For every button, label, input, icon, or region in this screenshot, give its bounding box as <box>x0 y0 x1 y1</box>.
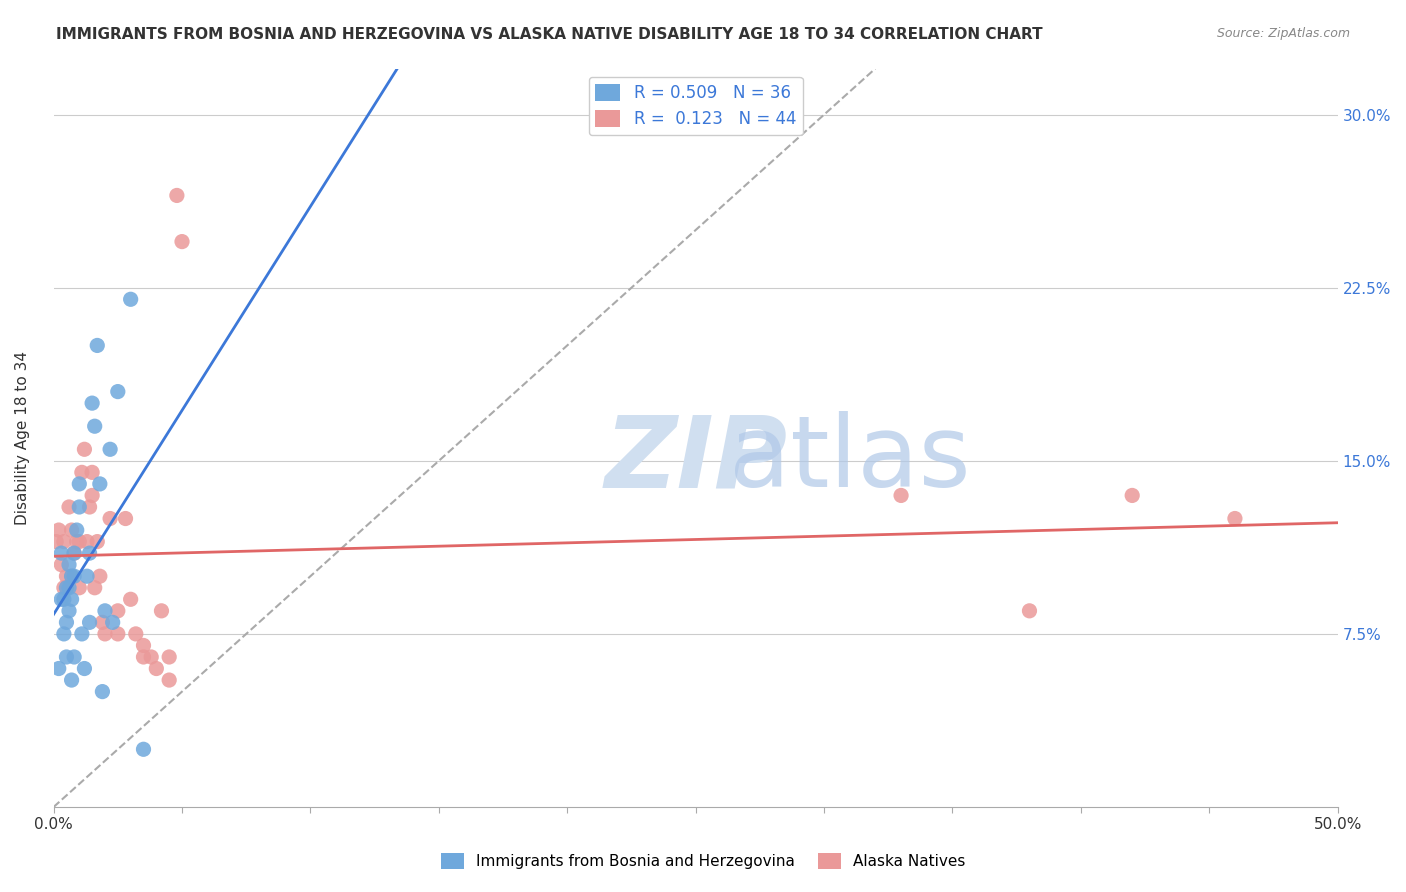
Point <box>60 592 83 607</box>
Legend: R = 0.509   N = 36, R =  0.123   N = 44: R = 0.509 N = 36, R = 0.123 N = 44 <box>589 77 803 135</box>
Point <box>51 592 73 607</box>
Point <box>1018 604 1040 618</box>
Point <box>60 569 83 583</box>
Point <box>132 742 155 756</box>
Point <box>98 511 121 525</box>
Point <box>52 627 75 641</box>
Point <box>58 500 80 514</box>
Point <box>86 338 108 352</box>
Point <box>66 534 89 549</box>
Point <box>67 581 90 595</box>
Point <box>45 534 67 549</box>
Point <box>145 661 167 675</box>
Point <box>82 488 104 502</box>
Point <box>63 650 86 665</box>
Point <box>58 581 80 595</box>
Point <box>94 604 117 618</box>
Point <box>82 396 104 410</box>
Point <box>82 466 104 480</box>
Point <box>1121 488 1143 502</box>
Point <box>70 627 93 641</box>
Point <box>73 661 96 675</box>
Point <box>52 592 75 607</box>
Point <box>66 523 89 537</box>
Point <box>79 500 101 514</box>
Point <box>98 442 121 457</box>
Point <box>107 604 129 618</box>
Point <box>63 546 86 560</box>
Point <box>141 650 163 665</box>
Point <box>86 534 108 549</box>
Point <box>55 581 77 595</box>
Point <box>55 615 77 630</box>
Point <box>55 581 77 595</box>
Point <box>67 534 90 549</box>
Point <box>132 650 155 665</box>
Point <box>76 569 98 583</box>
Point <box>70 466 93 480</box>
Point <box>79 546 101 560</box>
Point <box>48 661 70 675</box>
Point <box>83 419 105 434</box>
Point <box>120 293 142 307</box>
Point <box>107 384 129 399</box>
Point <box>94 627 117 641</box>
Point <box>76 534 98 549</box>
Point <box>132 639 155 653</box>
Point <box>1223 511 1246 525</box>
Point <box>101 615 124 630</box>
Point <box>83 581 105 595</box>
Text: Source: ZipAtlas.com: Source: ZipAtlas.com <box>1216 27 1350 40</box>
Point <box>157 650 180 665</box>
Point <box>150 604 173 618</box>
Text: atlas: atlas <box>728 411 970 508</box>
Point <box>51 546 73 560</box>
Point <box>67 500 90 514</box>
Point <box>89 569 111 583</box>
Point <box>120 592 142 607</box>
Point <box>91 684 114 698</box>
Point <box>55 569 77 583</box>
Point <box>51 558 73 572</box>
Point <box>63 546 86 560</box>
Point <box>60 673 83 687</box>
Text: ZIP: ZIP <box>605 411 787 508</box>
Point <box>63 569 86 583</box>
Point <box>170 235 193 249</box>
Point <box>125 627 148 641</box>
Point <box>48 523 70 537</box>
Point <box>67 476 90 491</box>
Point <box>52 581 75 595</box>
Point <box>52 534 75 549</box>
Point <box>79 615 101 630</box>
Point <box>58 558 80 572</box>
Y-axis label: Disability Age 18 to 34: Disability Age 18 to 34 <box>15 351 30 524</box>
Point <box>89 476 111 491</box>
Text: IMMIGRANTS FROM BOSNIA AND HERZEGOVINA VS ALASKA NATIVE DISABILITY AGE 18 TO 34 : IMMIGRANTS FROM BOSNIA AND HERZEGOVINA V… <box>56 27 1043 42</box>
Point <box>107 627 129 641</box>
Point <box>55 650 77 665</box>
Point <box>73 442 96 457</box>
Point <box>166 188 188 202</box>
Point <box>58 604 80 618</box>
Point <box>114 511 136 525</box>
Point <box>91 615 114 630</box>
Point <box>157 673 180 687</box>
Point <box>890 488 912 502</box>
Point <box>60 569 83 583</box>
Point <box>60 523 83 537</box>
Legend: Immigrants from Bosnia and Herzegovina, Alaska Natives: Immigrants from Bosnia and Herzegovina, … <box>434 847 972 875</box>
